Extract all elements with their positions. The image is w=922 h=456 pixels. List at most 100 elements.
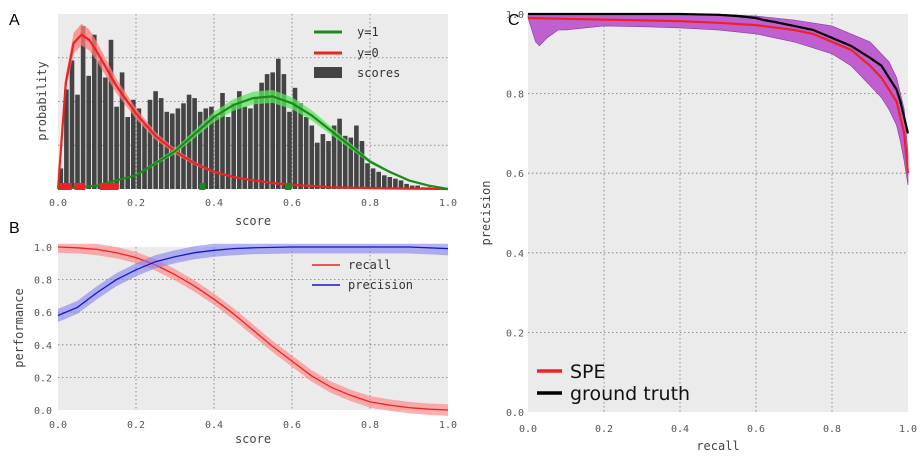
histogram-bar <box>270 72 275 189</box>
plot-area-c <box>528 14 908 412</box>
x-tick-label: 0.2 <box>595 424 613 435</box>
x-tick-label: 1.0 <box>439 198 457 209</box>
rug-mark-red <box>103 183 111 190</box>
histogram-bar <box>342 135 348 189</box>
histogram-bar <box>248 108 253 189</box>
x-ticks-b: 0.0 0.2 0.4 0.6 0.8 1.0 <box>49 420 457 431</box>
histogram-bar <box>69 60 75 190</box>
pr-curves <box>527 12 910 186</box>
histogram-bar <box>225 117 231 189</box>
histogram-bar <box>75 94 80 189</box>
y-tick-label: 0.0 <box>506 408 524 419</box>
histogram-bar <box>119 72 125 189</box>
histogram-bar <box>326 141 331 189</box>
panel-letter-b: B <box>9 220 20 237</box>
histogram-bar <box>298 103 303 190</box>
histogram-bar <box>64 89 69 189</box>
rug-mark-red <box>111 183 119 190</box>
histogram-bar <box>253 98 259 189</box>
x-tick-label: 0.8 <box>361 420 379 431</box>
legend-c: SPE ground truth <box>537 361 690 405</box>
histogram-bar <box>376 171 381 189</box>
histogram-bar <box>287 111 292 189</box>
histogram-bar <box>404 183 409 189</box>
panel-letter-c: C <box>508 12 520 29</box>
histogram-bar <box>382 175 387 189</box>
histogram-bar <box>147 99 153 189</box>
x-tick-label: 0.4 <box>205 420 223 431</box>
y-tick-label: 0.4 <box>34 341 52 352</box>
histogram-bar <box>136 108 142 189</box>
x-tick-label: 1.0 <box>439 420 457 431</box>
histogram-bar <box>415 185 420 189</box>
x-tick-label: 0.6 <box>283 198 301 209</box>
histogram-bar <box>359 141 365 189</box>
histogram-bar <box>131 99 136 189</box>
panel-c: 0.0 0.2 0.4 0.6 0.8 1.0 0.0 0.2 0.4 0.6 0.8 1.0 re… <box>479 10 917 453</box>
histogram-bar <box>103 77 108 189</box>
histogram-bar <box>86 75 91 189</box>
histogram-bar <box>320 134 326 189</box>
histogram-bar <box>303 117 309 189</box>
histogram-bar <box>292 87 298 189</box>
rug-marks <box>58 183 292 190</box>
histogram-bar <box>92 34 97 190</box>
legend-a: y=1 y=0 scores <box>314 25 400 80</box>
histogram-bar <box>114 106 119 189</box>
xlabel-c: recall <box>696 439 739 453</box>
histogram-bar <box>398 180 404 189</box>
rug-mark-green <box>199 183 206 190</box>
legend-label-recall: recall <box>348 258 391 272</box>
histogram-bar <box>242 106 248 189</box>
xlabel-a: score <box>235 214 271 228</box>
legend-label-ground-truth: ground truth <box>570 383 690 405</box>
y-tick-label: 1.0 <box>34 243 52 254</box>
histogram-bar <box>331 125 337 189</box>
histogram-bar <box>237 91 242 189</box>
x-tick-label: 0.0 <box>49 420 67 431</box>
x-ticks-c: 0.0 0.2 0.4 0.6 0.8 1.0 <box>519 424 917 435</box>
histogram-bar <box>142 123 147 189</box>
histogram-bar <box>348 137 354 189</box>
legend-label-spe: SPE <box>570 361 606 383</box>
histogram-bar <box>108 39 114 189</box>
panel-letter-a: A <box>9 12 20 29</box>
histogram-bar <box>354 125 359 189</box>
y-tick-label: 0.2 <box>506 328 524 339</box>
histogram-bar <box>58 168 64 189</box>
performance-lines <box>57 243 449 416</box>
y1-density-line <box>57 95 449 191</box>
legend-b: recall precision <box>312 258 413 292</box>
histogram-bar <box>231 103 236 190</box>
histogram-bar <box>209 106 214 189</box>
rug-mark-green <box>285 183 292 190</box>
legend-label-scores: scores <box>357 66 400 80</box>
rug-mark-red <box>107 183 115 190</box>
y-tick-label: 0.0 <box>34 406 52 417</box>
histogram-bar <box>192 98 197 189</box>
histogram-bar <box>337 118 342 189</box>
histogram-bar <box>220 93 225 189</box>
histogram-bar <box>214 117 220 189</box>
y-ticks-c: 0.0 0.2 0.4 0.6 0.8 1.0 <box>506 10 524 419</box>
x-tick-label: 1.0 <box>899 424 917 435</box>
y-tick-label: 0.8 <box>34 276 52 287</box>
rug-mark-red <box>99 183 107 190</box>
legend-label-y0: y=0 <box>357 46 379 60</box>
x-tick-label: 0.0 <box>49 198 67 209</box>
histogram-bar <box>97 60 103 190</box>
rug-mark-red <box>64 183 72 190</box>
legend-label-precision: precision <box>348 278 413 292</box>
rug-mark-red <box>78 183 86 190</box>
x-ticks-a: 0.0 0.2 0.4 0.6 0.8 1.0 <box>49 198 457 209</box>
ground-truth-line <box>528 12 910 134</box>
histogram-bar <box>315 142 320 189</box>
rug-mark-red <box>58 183 66 190</box>
panel-b: 0.0 0.2 0.4 0.6 0.8 1.0 0.0 0.2 0.4 0.6 0.8 1.0 sc… <box>12 243 457 446</box>
grid-c <box>528 14 908 412</box>
y-tick-label: 0.6 <box>506 169 524 180</box>
rug-mark-red <box>74 183 82 190</box>
histogram-bar <box>393 178 398 189</box>
histogram-bar <box>387 177 393 189</box>
